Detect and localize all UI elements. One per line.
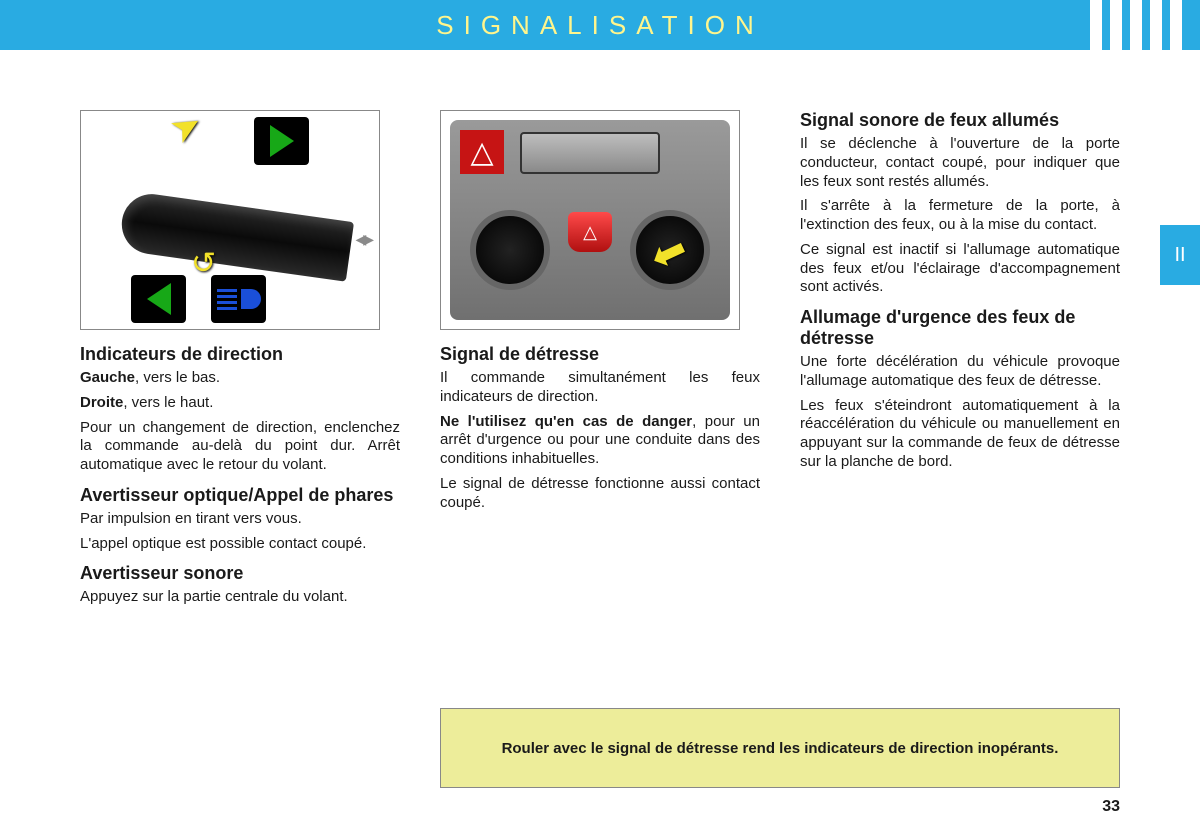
heading-emergency: Allumage d'urgence des feux de détresse — [800, 307, 1120, 349]
page-header: SIGNALISATION — [0, 0, 1200, 50]
turn-stalk-illustration — [118, 190, 354, 281]
page-number: 33 — [1102, 798, 1120, 816]
column-1: ◀▶ ➤ ➤ ↺ Indicateurs de direction Gauche… — [80, 110, 400, 613]
text-contact-off: L'appel optique est possible contact cou… — [80, 535, 400, 554]
arrow-left-icon — [147, 283, 171, 315]
stalk-tip-arrows-icon: ◀▶ — [355, 231, 371, 248]
indicator-right-badge — [254, 117, 309, 165]
figure-turn-stalk: ◀▶ ➤ ➤ ↺ — [80, 110, 380, 330]
heading-optical: Avertisseur optique/Appel de phares — [80, 485, 400, 506]
content-area: ◀▶ ➤ ➤ ↺ Indicateurs de direction Gauche… — [0, 50, 1200, 613]
heading-horn: Avertisseur sonore — [80, 563, 400, 584]
label-droite: Droite — [80, 394, 123, 411]
high-beam-badge — [211, 275, 266, 323]
chapter-tab: II — [1160, 225, 1200, 285]
text-sound-3: Ce signal est inactif si l'allumage auto… — [800, 241, 1120, 297]
text-sound-2: Il s'arrête à la fermeture de la porte, … — [800, 197, 1120, 235]
bold-danger: Ne l'utilisez qu'en cas de dan­ger — [440, 413, 692, 430]
hazard-button-icon: △ — [568, 212, 612, 252]
text-sound-1: Il se déclenche à l'ouverture de la port… — [800, 135, 1120, 191]
text-distress-1: Il commande simultanément les feux indic… — [440, 369, 760, 407]
text-gauche: Gauche, vers le bas. — [80, 369, 400, 388]
text-gauche-suffix: , vers le bas. — [135, 369, 220, 386]
header-stripes-decoration — [1090, 0, 1182, 50]
warning-box: Rouler avec le signal de détresse rend l… — [440, 708, 1120, 788]
dashboard-illustration: △ △ ⬅ — [450, 120, 730, 320]
hazard-triangle-icon: △ — [460, 130, 504, 174]
text-droite: Droite, vers le haut. — [80, 394, 400, 413]
column-3: Signal sonore de feux allumés Il se décl… — [800, 110, 1120, 613]
heading-sound-signal: Signal sonore de feux allumés — [800, 110, 1120, 131]
column-2: △ △ ⬅ Signal de détresse Il commande sim… — [440, 110, 760, 613]
text-distress-3: Le signal de détresse fonctionne aussi c… — [440, 475, 760, 513]
text-impulse: Par impulsion en tirant vers vous. — [80, 510, 400, 529]
text-direction-change: Pour un changement de direction, enclenc… — [80, 419, 400, 475]
high-beam-icon — [217, 289, 261, 310]
heading-indicators: Indicateurs de direction — [80, 344, 400, 365]
label-gauche: Gauche — [80, 369, 135, 386]
warning-text: Rouler avec le signal de détresse rend l… — [502, 740, 1059, 757]
text-horn: Appuyez sur la partie centrale du volant… — [80, 588, 400, 607]
text-distress-2: Ne l'utilisez qu'en cas de dan­ger, pour… — [440, 413, 760, 469]
dashboard-screen — [520, 132, 660, 174]
arrow-up-icon: ➤ — [163, 110, 210, 153]
heading-distress: Signal de détresse — [440, 344, 760, 365]
text-droite-suffix: , vers le haut. — [123, 394, 213, 411]
figure-hazard: △ △ ⬅ — [440, 110, 740, 330]
indicator-left-badge — [131, 275, 186, 323]
vent-left — [470, 210, 550, 290]
header-title: SIGNALISATION — [436, 10, 763, 41]
text-emergency-2: Les feux s'éteindront automatique­ment à… — [800, 397, 1120, 472]
arrow-right-icon — [270, 125, 294, 157]
text-emergency-1: Une forte décélération du véhicule provo… — [800, 353, 1120, 391]
